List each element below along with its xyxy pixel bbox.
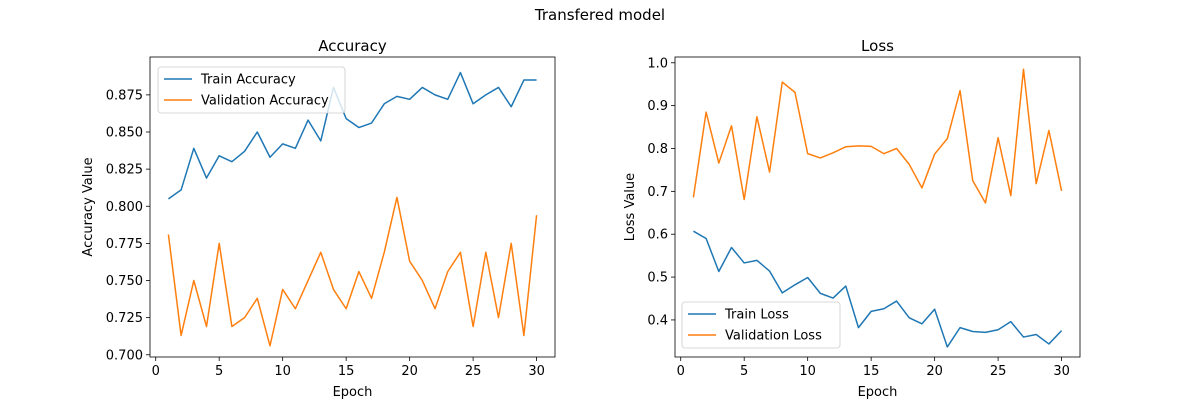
legend-label: Validation Loss (725, 329, 822, 344)
plot-frame (149, 56, 556, 358)
x-tick-label: 15 (338, 364, 355, 379)
y-tick-label: 0.800 (106, 200, 143, 215)
x-tick-label: 20 (401, 364, 418, 379)
validation-loss-line (692, 68, 1063, 204)
legend-label: Train Loss (724, 308, 789, 323)
legend-box (157, 66, 346, 114)
y-tick-label: 0.8 (647, 142, 668, 157)
y-tick-label: 0.750 (106, 274, 143, 289)
x-axis-label: Epoch (858, 385, 898, 400)
y-tick-label: 0.725 (106, 311, 143, 326)
x-tick-label: 10 (799, 364, 816, 379)
chart-title: Loss (861, 37, 894, 55)
x-tick-label: 0 (152, 364, 160, 379)
x-tick-label: 10 (274, 364, 291, 379)
x-tick-label: 30 (1053, 364, 1070, 379)
y-tick-label: 0.825 (106, 163, 143, 178)
x-tick-label: 5 (215, 364, 223, 379)
validation-accuracy-line (167, 196, 538, 347)
x-axis-label: Epoch (333, 385, 373, 400)
legend-box (681, 301, 841, 349)
accuracy-chart: Accuracy 0 5 10 15 20 25 30 0.700 0.725 0.750 0.775… (81, 37, 556, 400)
x-tick-label: 25 (465, 364, 482, 379)
x-tick-label: 0 (677, 364, 685, 379)
legend: Train Loss Validation Loss (681, 301, 841, 349)
x-tick-label: 25 (990, 364, 1007, 379)
y-tick-label: 0.775 (106, 237, 143, 252)
legend-label: Train Accuracy (200, 73, 296, 88)
y-tick-label: 0.9 (647, 99, 668, 114)
y-axis-label: Loss Value (623, 173, 638, 241)
y-tick-label: 0.850 (106, 126, 143, 141)
figure-suptitle: Transfered model (534, 6, 665, 24)
x-tick-label: 15 (863, 364, 880, 379)
y-tick-label: 0.875 (106, 88, 143, 103)
chart-title: Accuracy (318, 37, 387, 55)
train-loss-line (693, 230, 1063, 348)
y-tick-label: 0.6 (647, 228, 668, 243)
plot-frame (674, 56, 1081, 358)
y-tick-label: 0.4 (647, 313, 668, 328)
x-tick-label: 5 (740, 364, 748, 379)
loss-chart: Loss 0 5 10 15 20 25 30 0.4 0.5 0.6 0.7 0.8 0.9 1.0 Epo… (623, 37, 1081, 400)
y-tick-label: 0.7 (647, 185, 668, 200)
y-tick-label: 0.700 (106, 348, 143, 363)
y-tick-label: 1.0 (647, 56, 668, 71)
y-axis-label: Accuracy Value (81, 157, 96, 256)
legend: Train Accuracy Validation Accuracy (157, 66, 346, 114)
legend-label: Validation Accuracy (201, 94, 329, 109)
y-tick-label: 0.5 (647, 271, 668, 286)
x-tick-label: 30 (528, 364, 545, 379)
x-tick-label: 20 (926, 364, 943, 379)
train-accuracy-line (167, 71, 537, 200)
